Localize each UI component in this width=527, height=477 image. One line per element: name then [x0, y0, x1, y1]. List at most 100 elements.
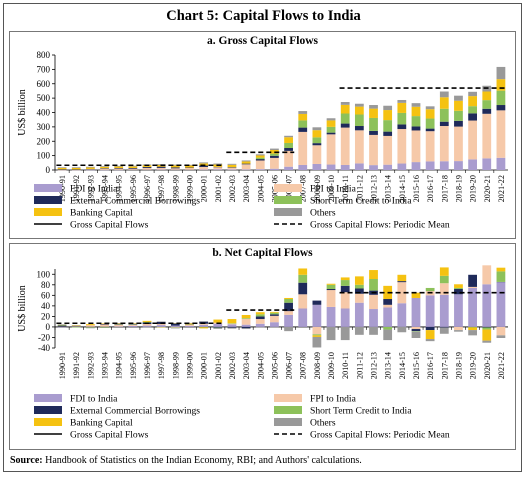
legend-label-banking: Banking Capital — [70, 418, 133, 429]
bar-banking — [411, 106, 421, 117]
bar-fpi — [255, 319, 265, 324]
bar-fpi — [270, 315, 279, 323]
y-tick-label: 600 — [37, 79, 51, 89]
bar-fdi — [340, 164, 350, 170]
bar-ecb — [284, 302, 293, 312]
x-tick-label: 2012-13 — [370, 175, 379, 202]
bar-ecb — [241, 326, 251, 329]
x-tick-label: 1993-94 — [101, 175, 110, 202]
bar-stc — [340, 280, 350, 286]
x-tick-label: 2015-16 — [412, 175, 421, 202]
x-tick-label: 2002-03 — [228, 352, 237, 379]
bar-fpi — [185, 167, 194, 170]
bar-ecb — [354, 126, 364, 131]
bar-ecb — [298, 127, 308, 132]
bar-banking — [411, 292, 421, 298]
x-tick-label: 2014-15 — [398, 175, 407, 202]
bar-ecb — [199, 165, 209, 167]
x-tick-label: 2000-01 — [200, 352, 209, 379]
bar-others — [114, 165, 124, 167]
bar-stc — [284, 142, 293, 149]
bar-fdi — [227, 324, 237, 327]
x-tick-label: 2017-18 — [440, 352, 449, 379]
bar-ecb — [128, 324, 138, 325]
bar-ecb — [284, 148, 293, 151]
bar-fdi — [369, 165, 378, 170]
x-tick-label: 2006-07 — [285, 352, 294, 379]
bar-fpi — [383, 135, 393, 165]
bar-stc — [439, 108, 449, 122]
x-tick-label: 2001-02 — [214, 175, 223, 202]
x-tick-label: 1998-99 — [171, 175, 180, 202]
bar-banking — [425, 109, 435, 119]
bar-stc — [425, 287, 435, 292]
bar-stc — [270, 153, 279, 156]
bar-fpi — [482, 113, 492, 159]
x-tick-label: 1999-00 — [185, 175, 194, 202]
bar-fpi — [312, 145, 322, 164]
bar-stc — [397, 112, 407, 125]
bar-fpi — [340, 127, 350, 165]
y-tick-label: -20 — [38, 332, 50, 342]
bar-fdi — [142, 325, 152, 327]
legend-swatch-banking — [34, 418, 62, 426]
legend-label-banking: Banking Capital — [70, 208, 133, 219]
bar-fdi — [482, 284, 492, 327]
bar-stc — [326, 126, 336, 133]
bar-others — [255, 154, 265, 156]
bar-fpi — [425, 131, 435, 162]
bar-fdi — [425, 295, 435, 327]
bar-ecb — [340, 123, 350, 128]
legend-label-fdi: FDI to India — [70, 184, 118, 195]
x-tick-label: 2016-17 — [426, 352, 435, 379]
bar-ecb — [270, 155, 279, 158]
bar-stc — [383, 326, 393, 330]
bar-fpi — [156, 324, 166, 326]
bar-ecb — [482, 326, 492, 328]
bar-fpi — [298, 131, 308, 165]
y-tick-label: 500 — [37, 93, 51, 103]
bar-stc — [312, 137, 322, 144]
bar-banking — [100, 166, 109, 169]
bar-fdi — [482, 158, 492, 170]
bar-fdi — [255, 169, 265, 170]
bar-others — [411, 331, 421, 338]
bar-others — [270, 148, 279, 151]
bar-ecb — [454, 120, 463, 127]
bar-banking — [354, 276, 364, 285]
gross-capital-flows-line — [62, 271, 501, 326]
bar-stc — [468, 106, 477, 114]
bar-fdi — [156, 325, 166, 327]
x-tick-label: 2020-21 — [483, 352, 492, 379]
x-tick-label: 2019-20 — [469, 352, 478, 379]
bar-fpi — [100, 168, 109, 170]
bar-ecb — [397, 281, 407, 283]
bar-fdi — [255, 323, 265, 327]
bar-fdi — [213, 169, 223, 170]
bar-banking — [439, 267, 449, 276]
bar-fpi — [199, 323, 209, 325]
x-tick-label: 2004-05 — [256, 175, 265, 202]
bar-fpi — [284, 150, 293, 167]
bar-stc — [326, 284, 336, 290]
bar-banking — [255, 155, 265, 158]
bar-ecb — [114, 324, 124, 325]
bar-others — [468, 330, 477, 336]
x-tick-label: 2011-12 — [355, 352, 364, 379]
bar-fpi — [468, 286, 477, 288]
bar-stc — [369, 117, 378, 131]
x-tick-label: 2016-17 — [426, 175, 435, 202]
bar-fpi — [411, 326, 421, 330]
bar-ecb — [454, 289, 463, 295]
bar-banking — [114, 166, 124, 168]
x-tick-label: 2018-19 — [454, 352, 463, 379]
y-tick-label: 300 — [37, 122, 51, 132]
bar-others — [454, 330, 463, 332]
bar-banking — [383, 110, 393, 121]
x-tick-label: 1997-98 — [157, 175, 166, 202]
bar-fpi — [340, 292, 350, 309]
bar-stc — [71, 326, 81, 328]
bar-fpi — [185, 324, 194, 326]
bar-ecb — [255, 316, 265, 320]
bar-stc — [57, 325, 67, 326]
